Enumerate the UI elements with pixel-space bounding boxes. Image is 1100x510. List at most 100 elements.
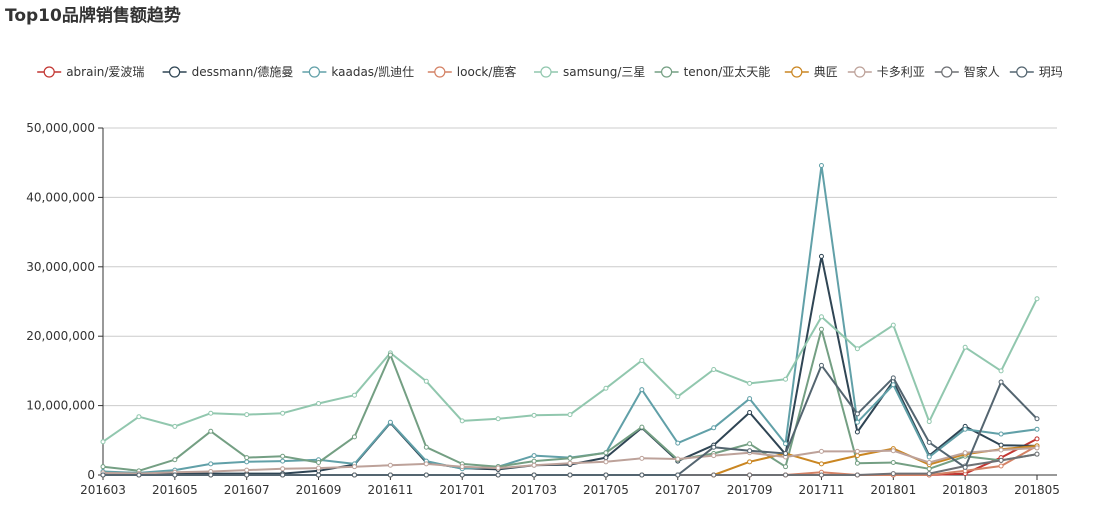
data-point[interactable] <box>675 394 681 400</box>
data-point[interactable] <box>854 460 860 466</box>
data-point[interactable] <box>387 472 393 478</box>
data-point[interactable] <box>818 461 824 467</box>
data-point[interactable] <box>998 431 1004 437</box>
data-point[interactable] <box>603 450 609 456</box>
data-point[interactable] <box>136 414 142 420</box>
data-point[interactable] <box>747 472 753 478</box>
data-point[interactable] <box>926 454 932 460</box>
data-point[interactable] <box>818 472 824 478</box>
legend-item[interactable]: 典匠 <box>784 65 838 79</box>
data-point[interactable] <box>351 392 357 398</box>
data-point[interactable] <box>387 462 393 468</box>
data-point[interactable] <box>531 462 537 468</box>
data-point[interactable] <box>783 464 789 470</box>
data-point[interactable] <box>1034 426 1040 432</box>
data-point[interactable] <box>351 434 357 440</box>
data-point[interactable] <box>639 387 645 393</box>
data-point[interactable] <box>998 442 1004 448</box>
legend-item[interactable]: 卡多利亚 <box>847 65 925 79</box>
data-point[interactable] <box>818 162 824 168</box>
data-point[interactable] <box>926 466 932 472</box>
data-point[interactable] <box>926 471 932 477</box>
data-point[interactable] <box>639 357 645 363</box>
data-point[interactable] <box>208 461 214 467</box>
data-point[interactable] <box>531 458 537 464</box>
data-point[interactable] <box>711 472 717 478</box>
data-point[interactable] <box>531 412 537 418</box>
data-point[interactable] <box>854 429 860 435</box>
data-point[interactable] <box>711 444 717 450</box>
data-point[interactable] <box>854 448 860 454</box>
data-point[interactable] <box>926 439 932 445</box>
data-point[interactable] <box>962 344 968 350</box>
data-point[interactable] <box>926 460 932 466</box>
data-point[interactable] <box>998 463 1004 469</box>
data-point[interactable] <box>639 455 645 461</box>
data-point[interactable] <box>890 448 896 454</box>
legend-item[interactable]: 智家人 <box>934 64 1000 79</box>
data-point[interactable] <box>998 457 1004 463</box>
data-point[interactable] <box>208 410 214 416</box>
data-point[interactable] <box>567 472 573 478</box>
data-point[interactable] <box>747 380 753 386</box>
data-point[interactable] <box>711 425 717 431</box>
data-point[interactable] <box>854 453 860 459</box>
data-point[interactable] <box>531 453 537 459</box>
data-point[interactable] <box>172 472 178 478</box>
data-point[interactable] <box>280 410 286 416</box>
data-point[interactable] <box>423 444 429 450</box>
data-point[interactable] <box>818 314 824 320</box>
data-point[interactable] <box>244 412 250 418</box>
data-point[interactable] <box>783 441 789 447</box>
legend-item[interactable]: abrain/爱波瑞 <box>37 65 144 79</box>
data-point[interactable] <box>100 464 106 470</box>
data-point[interactable] <box>1034 451 1040 457</box>
data-point[interactable] <box>890 375 896 381</box>
legend-item[interactable]: kaadas/凯迪仕 <box>302 65 414 79</box>
data-point[interactable] <box>854 419 860 425</box>
data-point[interactable] <box>316 472 322 478</box>
data-point[interactable] <box>1034 436 1040 442</box>
data-point[interactable] <box>639 424 645 430</box>
data-point[interactable] <box>747 396 753 402</box>
data-point[interactable] <box>208 428 214 434</box>
legend-item[interactable]: 玥玛 <box>1009 65 1063 79</box>
data-point[interactable] <box>351 472 357 478</box>
data-point[interactable] <box>567 460 573 466</box>
data-point[interactable] <box>783 472 789 478</box>
data-point[interactable] <box>962 464 968 470</box>
data-point[interactable] <box>962 450 968 456</box>
data-point[interactable] <box>100 472 106 478</box>
data-point[interactable] <box>423 472 429 478</box>
data-point[interactable] <box>675 440 681 446</box>
data-point[interactable] <box>603 455 609 461</box>
data-point[interactable] <box>747 441 753 447</box>
data-point[interactable] <box>495 416 501 422</box>
data-point[interactable] <box>531 472 537 478</box>
data-point[interactable] <box>1034 296 1040 302</box>
data-point[interactable] <box>280 458 286 464</box>
data-point[interactable] <box>854 411 860 417</box>
data-point[interactable] <box>675 456 681 462</box>
data-point[interactable] <box>387 419 393 425</box>
data-point[interactable] <box>639 472 645 478</box>
legend-item[interactable]: samsung/三星 <box>534 65 645 79</box>
data-point[interactable] <box>423 461 429 467</box>
data-point[interactable] <box>818 253 824 259</box>
data-point[interactable] <box>423 378 429 384</box>
data-point[interactable] <box>316 460 322 466</box>
data-point[interactable] <box>783 376 789 382</box>
data-point[interactable] <box>495 472 501 478</box>
data-point[interactable] <box>603 472 609 478</box>
data-point[interactable] <box>854 346 860 352</box>
data-point[interactable] <box>998 379 1004 385</box>
data-point[interactable] <box>244 455 250 461</box>
data-point[interactable] <box>1034 416 1040 422</box>
data-point[interactable] <box>926 419 932 425</box>
data-point[interactable] <box>459 472 465 478</box>
data-point[interactable] <box>818 326 824 332</box>
data-point[interactable] <box>172 457 178 463</box>
data-point[interactable] <box>280 466 286 472</box>
data-point[interactable] <box>890 382 896 388</box>
data-point[interactable] <box>747 459 753 465</box>
